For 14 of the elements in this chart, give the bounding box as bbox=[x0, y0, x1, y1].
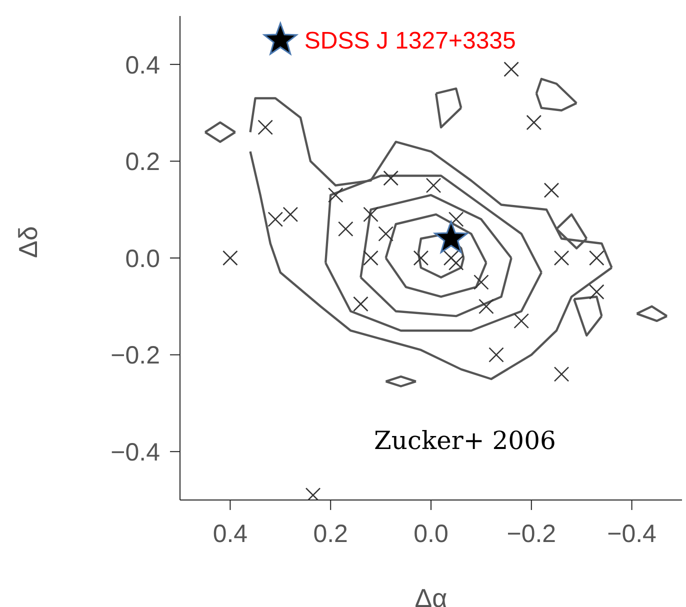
annotation: SDSS J 1327+3335 bbox=[304, 28, 516, 55]
y-tick-label: −0.4 bbox=[110, 438, 160, 466]
y-axis-title: Δδ bbox=[13, 226, 44, 258]
x-tick-label: 0.2 bbox=[313, 520, 348, 548]
x-tick-label: 0.4 bbox=[212, 520, 248, 548]
annotation: Zucker+ 2006 bbox=[374, 426, 556, 455]
y-tick-label: 0.2 bbox=[125, 148, 160, 176]
x-tick-label: −0.2 bbox=[506, 520, 556, 548]
x-tick-label: 0.0 bbox=[414, 520, 448, 548]
y-tick-label: −0.2 bbox=[110, 342, 160, 370]
y-tick-label: 0.4 bbox=[125, 51, 160, 80]
y-tick-label: 0.0 bbox=[125, 244, 160, 273]
x-axis-title: Δα bbox=[414, 583, 448, 607]
x-tick-label: −0.4 bbox=[607, 520, 657, 548]
